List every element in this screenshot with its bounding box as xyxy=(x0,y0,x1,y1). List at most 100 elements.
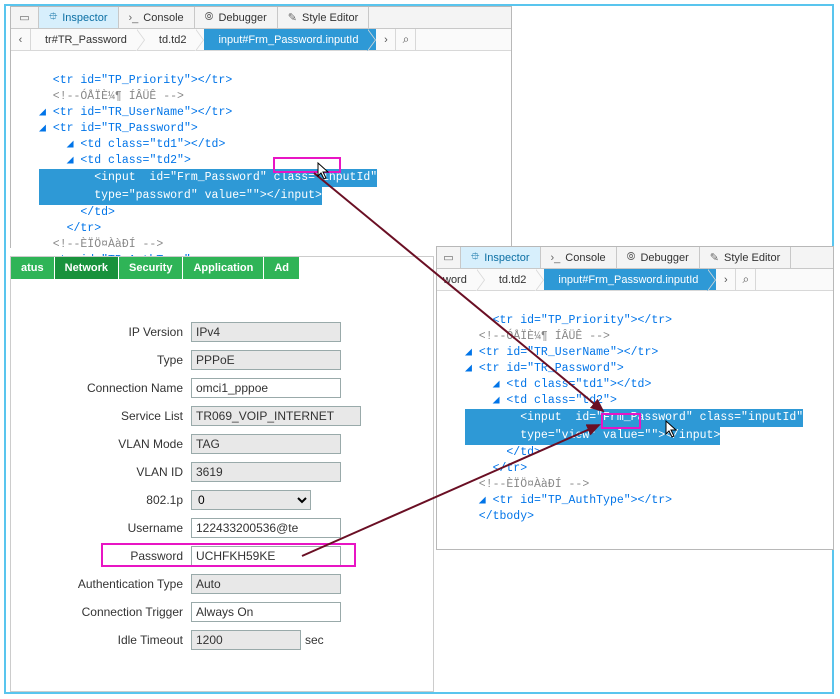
label: Username xyxy=(11,521,191,535)
tab-inspector[interactable]: ⯐Inspector xyxy=(39,7,119,28)
breadcrumb: ‹ tr#TR_Password td.td2 input#Frm_Passwo… xyxy=(11,29,511,51)
breadcrumb-fwd[interactable]: › xyxy=(716,269,736,290)
style-icon: ✎ xyxy=(288,11,297,24)
style-icon: ✎ xyxy=(710,251,719,264)
username-field[interactable] xyxy=(191,518,341,538)
label: Authentication Type xyxy=(11,577,191,591)
dock-icon[interactable]: ▭ xyxy=(11,7,39,28)
label: Idle Timeout xyxy=(11,633,191,647)
row-connection-trigger: Connection Trigger xyxy=(11,599,433,625)
tab-label: Debugger xyxy=(640,252,688,264)
dom-tree[interactable]: <tr id="TP_Priority"></tr> <!--ÓÅÏÈ¼¶ ÍÂ… xyxy=(437,291,833,547)
row-8021p: 802.1p0 xyxy=(11,487,433,513)
inspector-icon: ⯐ xyxy=(49,8,57,27)
password-field[interactable] xyxy=(191,546,341,566)
breadcrumb-back[interactable]: ‹ xyxy=(11,29,31,50)
breadcrumb-item[interactable]: tr#TR_Password xyxy=(31,29,145,50)
dom-line: </tbody> xyxy=(465,510,534,523)
tab-console[interactable]: ›_ Console xyxy=(119,7,195,28)
label: Connection Name xyxy=(11,381,191,395)
tab-label: Debugger xyxy=(218,12,266,24)
label: 802.1p xyxy=(11,493,191,507)
label: VLAN Mode xyxy=(11,437,191,451)
tab-label: Console xyxy=(143,12,183,24)
router-form-panel: atus Network Security Application Ad IP … xyxy=(10,256,434,692)
label: Connection Trigger xyxy=(11,605,191,619)
tab-style-editor[interactable]: ✎Style Editor xyxy=(278,7,369,28)
row-vlan-id: VLAN ID xyxy=(11,459,433,485)
breadcrumb-item-selected[interactable]: input#Frm_Password.inputId xyxy=(544,269,716,290)
dom-line: ◢ <td class="td2"> xyxy=(39,154,191,167)
console-icon: ›_ xyxy=(129,12,139,24)
vlan-id-field xyxy=(191,462,341,482)
dom-line: ◢ <td class="td1"></td> xyxy=(39,138,225,151)
toolbar: ▭ ⯐ Inspector ›_Console ⦾ Debugger ✎ Style … xyxy=(437,247,833,269)
tab-console[interactable]: ›_Console xyxy=(541,247,617,268)
dom-line-highlight: <input id="Frm_Password" class="inputId" xyxy=(39,169,377,187)
breadcrumb-item-selected[interactable]: input#Frm_Password.inputId xyxy=(204,29,376,50)
tab-label: Inspector xyxy=(484,252,529,264)
dom-line: ◢ <tr id="TR_UserName"></tr> xyxy=(39,106,232,119)
ip-version-field xyxy=(191,322,341,342)
breadcrumb: word td.td2 input#Frm_Password.inputId ›… xyxy=(437,269,833,291)
tab-label: Style Editor xyxy=(724,252,780,264)
breadcrumb-search[interactable]: ⌕ xyxy=(736,269,756,290)
breadcrumb-search[interactable]: ⌕ xyxy=(396,29,416,50)
gtab-security[interactable]: Security xyxy=(119,257,183,279)
row-username: Username xyxy=(11,515,433,541)
row-auth-type: Authentication Type xyxy=(11,571,433,597)
breadcrumb-item[interactable]: word xyxy=(437,269,485,290)
row-ip-version: IP Version xyxy=(11,319,433,345)
label: Service List xyxy=(11,409,191,423)
breadcrumb-item[interactable]: td.td2 xyxy=(145,29,205,50)
dom-line: <!--ÓÅÏÈ¼¶ ÍÂÜÊ --> xyxy=(39,90,184,103)
service-list-field xyxy=(191,406,361,426)
vlan-mode-field xyxy=(191,434,341,454)
gtab-network[interactable]: Network xyxy=(55,257,119,279)
console-icon: ›_ xyxy=(551,252,561,264)
form: IP Version Type Connection Name Service … xyxy=(11,279,433,653)
gtab-ad[interactable]: Ad xyxy=(264,257,300,279)
inspector-icon: ⯐ xyxy=(471,248,479,267)
idle-timeout-unit: sec xyxy=(305,633,324,647)
label: Password xyxy=(11,549,191,563)
dom-line: ◢ <tr id="TP_AuthType"></tr> xyxy=(465,494,672,507)
row-connection-name: Connection Name xyxy=(11,375,433,401)
dom-line-highlight: <input id="Frm_Password" class="inputId" xyxy=(465,409,803,427)
breadcrumb-fwd[interactable]: › xyxy=(376,29,396,50)
connection-name-field[interactable] xyxy=(191,378,341,398)
gtab-application[interactable]: Application xyxy=(183,257,264,279)
row-vlan-mode: VLAN Mode xyxy=(11,431,433,457)
dom-line: ◢ <td class="td2"> xyxy=(465,394,617,407)
type-field xyxy=(191,350,341,370)
label: Type xyxy=(11,353,191,367)
dom-line: ◢ <tr id="TR_UserName"></tr> xyxy=(465,346,658,359)
dom-line: </tr> xyxy=(39,222,101,235)
connection-trigger-field[interactable] xyxy=(191,602,341,622)
dom-line: </td> xyxy=(39,206,115,219)
dom-line: ◢ <tr id="TR_Password"> xyxy=(465,362,624,375)
dom-line: <!--ÈÏÖ¤ÀàÐÍ --> xyxy=(465,478,589,491)
devtools-right: ▭ ⯐ Inspector ›_Console ⦾ Debugger ✎ Style … xyxy=(436,246,834,550)
idle-timeout-field xyxy=(191,630,301,650)
tab-debugger[interactable]: ⦾Debugger xyxy=(195,7,278,28)
toolbar: ▭ ⯐Inspector ›_ Console ⦾Debugger ✎Style … xyxy=(11,7,511,29)
dom-line: <!--ÓÅÏÈ¼¶ ÍÂÜÊ --> xyxy=(465,330,610,343)
row-idle-timeout: Idle Timeout sec xyxy=(11,627,433,653)
label: IP Version xyxy=(11,325,191,339)
dom-line-highlight: type="password" value=""></input> xyxy=(39,187,322,205)
row-service-list: Service List xyxy=(11,403,433,429)
breadcrumb-item[interactable]: td.td2 xyxy=(485,269,545,290)
tab-style-editor[interactable]: ✎ Style Editor xyxy=(700,247,791,268)
dom-line: ◢ <td class="td1"></td> xyxy=(465,378,651,391)
8021p-select[interactable]: 0 xyxy=(191,490,311,510)
dom-line: <tr id="TP_Priority"></tr> xyxy=(39,74,232,87)
label: VLAN ID xyxy=(11,465,191,479)
tab-inspector[interactable]: ⯐ Inspector xyxy=(461,247,541,268)
dock-icon[interactable]: ▭ xyxy=(437,247,461,268)
gtab-status[interactable]: atus xyxy=(11,257,55,279)
dom-line-highlight: type="view" value=""></input> xyxy=(465,427,720,445)
tab-debugger[interactable]: ⦾ Debugger xyxy=(617,247,700,268)
debugger-icon: ⦾ xyxy=(627,251,636,264)
dom-line: </td> xyxy=(465,446,541,459)
